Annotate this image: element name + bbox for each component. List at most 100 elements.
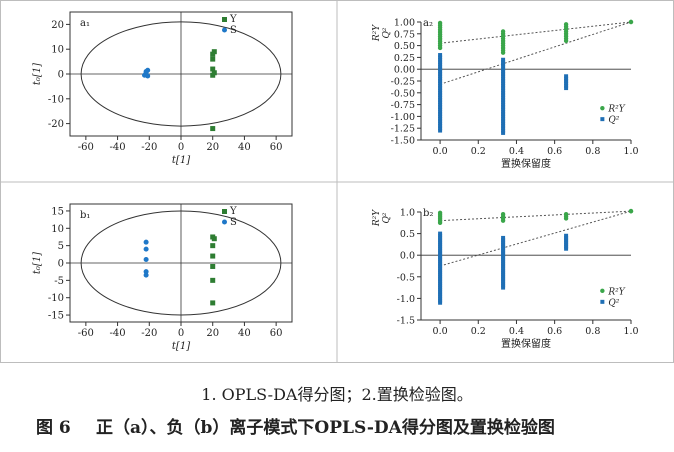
q2-point [501, 64, 506, 69]
q2-point [501, 121, 506, 126]
legend-marker-y [222, 209, 227, 214]
q2-point [564, 235, 569, 240]
permutation-plot-a2: 0.0 0.2 0.4 0.6 0.8 1.0-1.50-1.25-1.00-0.75-0… [372, 18, 639, 171]
q2-point [564, 244, 569, 249]
point-s [143, 269, 149, 275]
r2-point [500, 29, 506, 34]
q2-point [501, 264, 506, 268]
q2-point [501, 248, 506, 253]
legend-marker-y [222, 17, 227, 22]
x-tick-label: 0.2 [471, 326, 486, 337]
y-tick-label: -10 [48, 293, 64, 304]
y-tick-label: -0.50 [391, 88, 415, 99]
x-tick-label: 20 [206, 328, 219, 339]
q2-point [501, 116, 506, 121]
y-axis-label-q2: Q² [382, 27, 392, 38]
y-tick-label: 10 [51, 224, 64, 235]
q2-point [438, 292, 443, 297]
q2-point [438, 114, 443, 119]
q2-point [564, 86, 569, 91]
q2-point [438, 97, 443, 102]
q2-point [438, 242, 443, 247]
q2-point [564, 242, 569, 247]
confidence-ellipse [80, 210, 282, 316]
point-y [211, 49, 217, 55]
q2-point [501, 259, 506, 264]
q2-point [501, 62, 506, 67]
q2-point [438, 266, 443, 271]
y-tick-label: -1.25 [391, 124, 415, 135]
y-tick-label: 0.25 [394, 53, 415, 64]
y-tick-label: -5 [54, 276, 64, 287]
legend-label-y: Y [229, 14, 237, 25]
panel-label: b₁ [80, 210, 90, 221]
q2-point [501, 123, 506, 128]
x-tick-label: 20 [206, 142, 219, 153]
q2-point [438, 107, 443, 112]
q2-point [438, 100, 443, 105]
q2-point [438, 83, 443, 88]
q2-point [564, 246, 569, 251]
q2-point [438, 109, 443, 114]
y-tick-label: -20 [48, 119, 64, 130]
x-tick-label: 0.4 [509, 326, 524, 337]
y-tick-label: 10 [51, 45, 64, 56]
point-s [143, 257, 149, 263]
q2-point [438, 116, 443, 121]
q2-point [501, 274, 506, 279]
q2-point [501, 109, 506, 114]
q2-point [438, 102, 443, 107]
point-y [211, 236, 217, 242]
q2-point [438, 123, 443, 128]
figure-number: 图 6 [36, 418, 71, 438]
y-tick-label: -0.25 [391, 77, 415, 88]
q2-point [438, 119, 443, 124]
y-tick-label: -1.0 [397, 294, 415, 305]
point-y [210, 253, 216, 259]
q2-point [438, 287, 443, 292]
q2-point [438, 246, 443, 251]
point-s [145, 73, 151, 79]
q2-point [564, 81, 569, 86]
q2-point [438, 90, 443, 95]
q2-point [501, 57, 506, 62]
q2-point [501, 97, 506, 102]
point-y [210, 66, 216, 72]
q2-point [501, 86, 506, 91]
q2-point [438, 272, 443, 277]
x-tick-label: -20 [141, 328, 157, 339]
q2-point [501, 266, 506, 271]
legend-label-y: Y [229, 206, 237, 217]
q2-point [438, 298, 443, 303]
q2-point [438, 76, 443, 81]
q2-point [501, 88, 506, 93]
q2-point [564, 79, 569, 83]
legend-label-r2: R²Y [607, 105, 625, 115]
q2-point [438, 255, 443, 260]
y-axis-label-q2: Q² [382, 212, 392, 223]
q2-point [501, 283, 506, 288]
r2-regression-line [440, 21, 632, 44]
panel-label: a₂ [423, 18, 433, 29]
q2-point [438, 112, 443, 117]
x-tick-label: 40 [238, 328, 251, 339]
q2-point [501, 102, 506, 107]
y-tick-label: 0.0 [400, 251, 415, 262]
q2-point [438, 264, 443, 268]
x-tick-label: 0.6 [547, 326, 562, 337]
x-tick-label: 0.6 [547, 146, 562, 157]
r2-point [500, 211, 506, 217]
q2-point [501, 71, 506, 76]
y-tick-label: -15 [48, 311, 64, 322]
legend-marker-r2 [600, 105, 605, 111]
x-tick-label: 0.8 [585, 146, 600, 157]
q2-point [501, 244, 506, 249]
q2-point [501, 276, 506, 281]
y-axis-label-r2: R²Y [372, 24, 382, 42]
q2-point [438, 268, 443, 273]
q2-point [501, 74, 506, 79]
q2-regression-line [439, 210, 632, 267]
r2-point [628, 19, 634, 25]
y-tick-label: -10 [48, 94, 64, 105]
y-tick-label: 0.75 [394, 29, 415, 40]
